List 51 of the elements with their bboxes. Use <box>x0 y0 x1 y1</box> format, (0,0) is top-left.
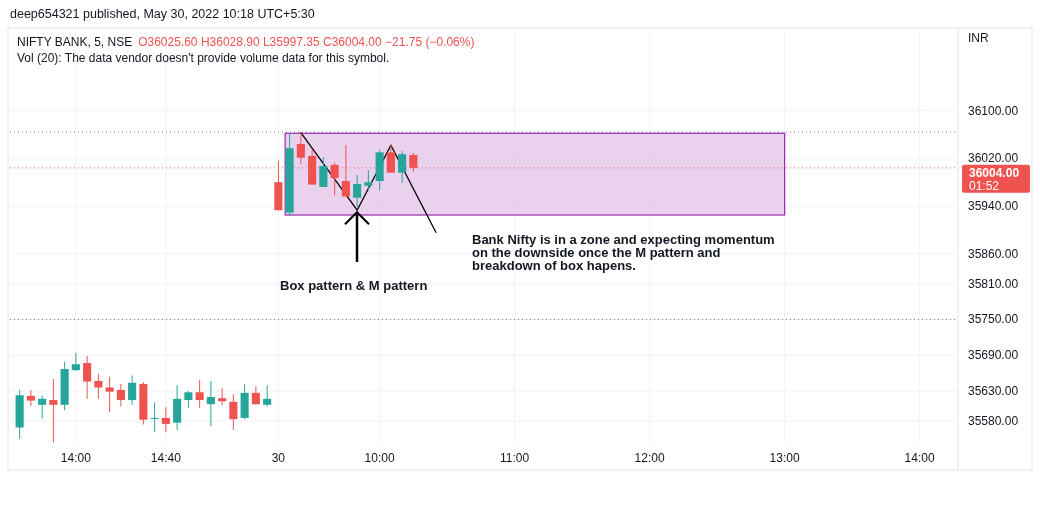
text: 01:52 <box>969 178 1000 193</box>
y-tick-label: 35630.00 <box>968 384 1019 399</box>
candlestick <box>206 380 215 427</box>
x-tick-label: 10:00 <box>364 451 395 465</box>
candlestick <box>161 406 170 433</box>
x-tick-label: 11:00 <box>500 451 530 465</box>
annotation: Vol (20): The data vendor doesn't provide volume data for this symbol. <box>17 51 390 65</box>
y-tick-label: 35810.00 <box>968 276 1019 291</box>
candlestick <box>341 144 350 198</box>
candlestick <box>26 389 35 407</box>
text: O36025.60 H36028.90 L35997.35 C36004.00 −21.75 (−0.06%) <box>138 35 475 49</box>
candlestick <box>83 355 92 400</box>
x-tick-label: 14:40 <box>150 451 182 465</box>
candlestick <box>105 376 114 413</box>
y-tick-label: 35580.00 <box>968 413 1019 428</box>
candlestick <box>263 384 272 408</box>
candlestick <box>173 384 182 431</box>
candlestick <box>251 385 260 406</box>
annotation: Bank Nifty is in a zone and expecting momentum on the downside once the M pattern and breakdown of box hapens. <box>472 232 775 273</box>
text: NIFTY BANK, 5, NSE <box>17 35 133 49</box>
candlestick <box>116 383 125 408</box>
candlestick <box>398 150 407 184</box>
text: deep654321 published, May 30, 2022 10:18 UTC+5:30 <box>10 7 315 21</box>
candlestick <box>218 387 227 406</box>
x-tick-label: 14:00 <box>904 451 935 465</box>
x-tick-label: 12:00 <box>634 451 665 465</box>
y-tick-label: 35750.00 <box>968 312 1019 327</box>
candlestick <box>296 132 305 165</box>
candlestick <box>319 156 328 188</box>
y-tick-label: 36100.00 <box>968 103 1019 118</box>
candlestick <box>195 379 204 409</box>
y-tick-label: 35860.00 <box>968 246 1019 261</box>
x-tick-label: 30 <box>271 451 286 465</box>
candlestick <box>71 352 80 372</box>
candlestick <box>229 393 238 431</box>
line-series <box>300 132 437 233</box>
candlestick <box>38 395 47 420</box>
x-tick-label: 13:00 <box>769 451 800 465</box>
y-tick-label: 35940.00 <box>968 199 1019 214</box>
candlestick <box>150 401 159 433</box>
x-tick-label: 14:00 <box>60 451 92 465</box>
candlestick <box>49 378 58 443</box>
y-tick-label: 36020.00 <box>968 151 1019 166</box>
y-tick-label: 35690.00 <box>968 348 1019 363</box>
candlestick <box>353 174 362 208</box>
candlestick <box>364 169 373 192</box>
candlestick <box>128 375 137 406</box>
ref-line-label: 36004.00 <box>969 165 1020 180</box>
y-axis-title: INR <box>968 31 989 45</box>
annotation: Box pattern & M pattern <box>280 278 428 293</box>
candlestick <box>94 373 103 400</box>
